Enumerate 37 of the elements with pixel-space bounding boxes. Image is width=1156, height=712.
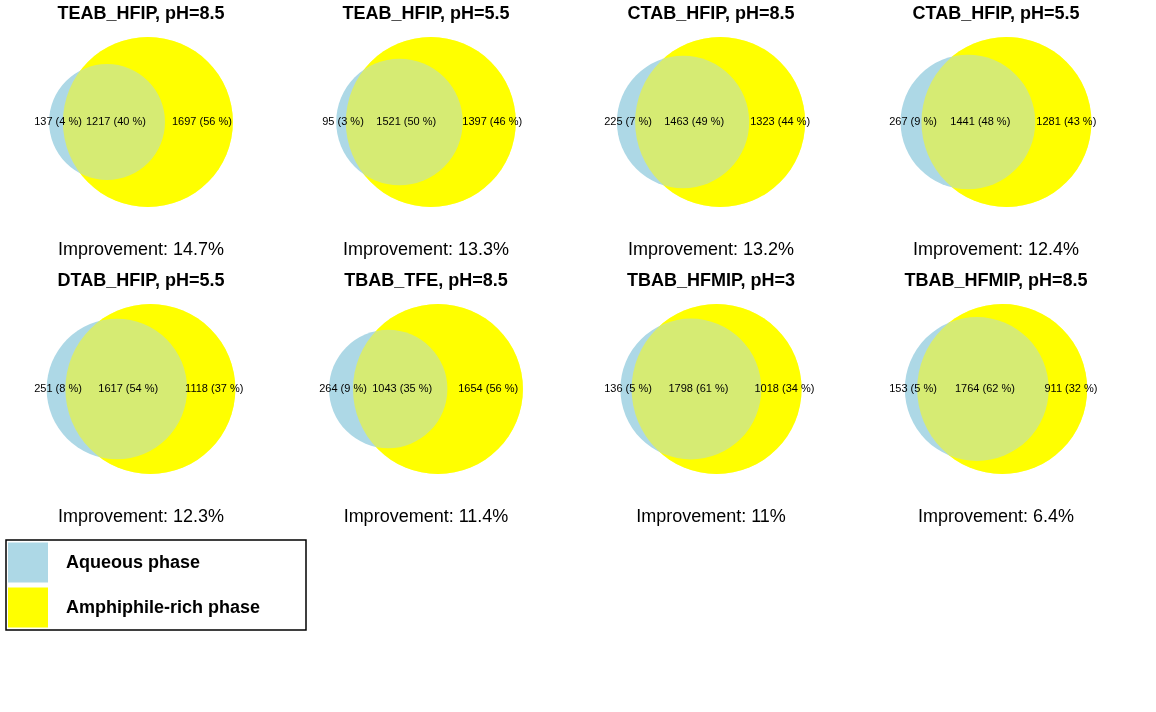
data-label: 1441 (48 %) bbox=[950, 115, 1011, 127]
category-label: Amphiphile-rich phase bbox=[66, 596, 261, 617]
text: TEAB_HFIP, pH=5.5 bbox=[342, 3, 510, 23]
text: TEAB_HFIP, pH=8.5 bbox=[57, 3, 225, 23]
text: Improvement: 12.4% bbox=[912, 239, 1080, 259]
data-label: 153 (5 %) bbox=[889, 382, 937, 394]
data-label: 1043 (35 %) bbox=[372, 382, 433, 394]
data-label: 1463 (49 %) bbox=[664, 115, 725, 127]
text: Improvement: 13.2% bbox=[627, 239, 795, 259]
data-label: 225 (7 %) bbox=[604, 115, 652, 127]
data-label: 1217 (40 %) bbox=[85, 115, 146, 127]
text: TBAB_HFMIP, pH=8.5 bbox=[904, 270, 1088, 290]
data-label: 95 (3 %) bbox=[322, 115, 364, 127]
text: CTAB_HFIP, pH=8.5 bbox=[627, 3, 795, 23]
text: TBAB_HFMIP, pH=3 bbox=[626, 270, 796, 290]
text: Improvement: 12.3% bbox=[57, 506, 225, 526]
data-label: 1764 (62 %) bbox=[954, 382, 1015, 394]
data-label: 1617 (54 %) bbox=[98, 382, 159, 394]
data-label: 136 (5 %) bbox=[604, 382, 652, 394]
category-label: Aqueous phase bbox=[66, 551, 201, 572]
data-label: 137 (4 %) bbox=[34, 115, 82, 127]
data-label: 1697 (56 %) bbox=[171, 115, 232, 127]
data-label: 1798 (61 %) bbox=[668, 382, 729, 394]
data-label: 1521 (50 %) bbox=[376, 115, 437, 127]
data-label: 1654 (56 %) bbox=[458, 382, 519, 394]
data-label: 251 (8 %) bbox=[34, 382, 82, 394]
text: Improvement: 6.4% bbox=[917, 506, 1075, 526]
text: DTAB_HFIP, pH=5.5 bbox=[57, 270, 225, 290]
text: Improvement: 11.4% bbox=[343, 506, 509, 526]
data-label: 1018 (34 %) bbox=[754, 382, 815, 394]
data-label: 264 (9 %) bbox=[319, 382, 367, 394]
data-label: 267 (9 %) bbox=[889, 115, 937, 127]
text: CTAB_HFIP, pH=5.5 bbox=[912, 3, 1080, 23]
text: TBAB_TFE, pH=8.5 bbox=[344, 270, 508, 290]
text: Improvement: 14.7% bbox=[57, 239, 225, 259]
text: Improvement: 11% bbox=[636, 506, 786, 526]
text: Improvement: 13.3% bbox=[342, 239, 510, 259]
